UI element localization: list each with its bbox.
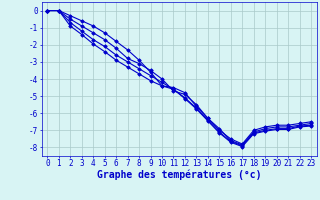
X-axis label: Graphe des températures (°c): Graphe des températures (°c) [97,170,261,180]
